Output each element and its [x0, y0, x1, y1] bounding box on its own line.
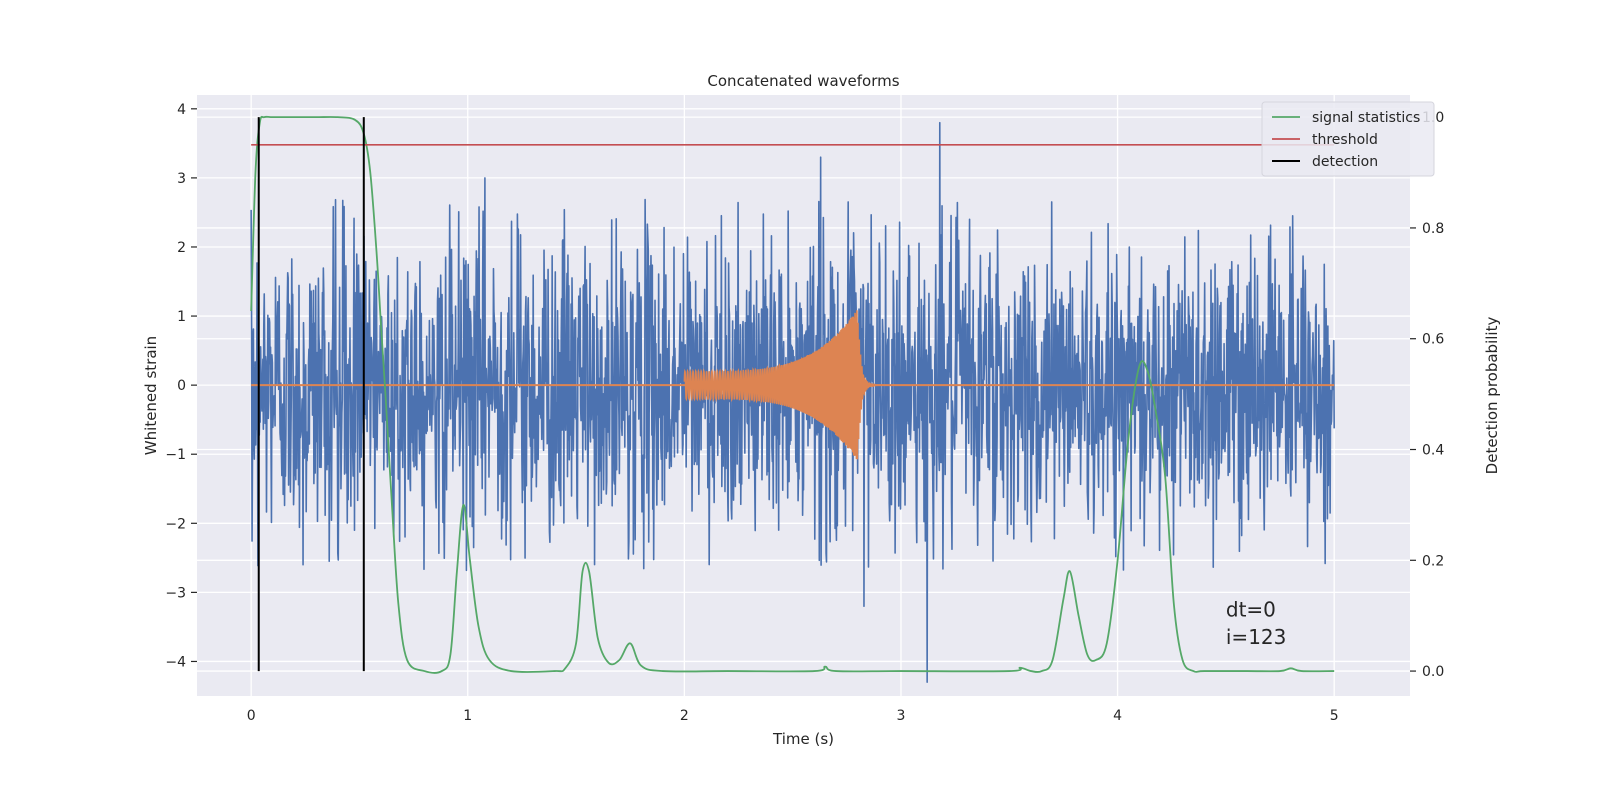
signal-statistics-series	[250, 115, 1335, 674]
y-axis-label-right: Detection probability	[1483, 317, 1501, 475]
y-left-tick-label-2: −2	[165, 516, 186, 532]
signal-statistics-line	[250, 115, 1335, 674]
annotation-1: i=123	[1226, 625, 1287, 649]
y-left-tick-label-3: −1	[165, 447, 186, 463]
x-tick-label-4: 4	[1113, 708, 1122, 724]
x-tick-label-3: 3	[897, 708, 906, 724]
legend-label-2: detection	[1312, 154, 1378, 170]
y-right-tick-label-1: 0.2	[1422, 553, 1444, 569]
detection-series	[257, 117, 365, 672]
y-right-tick-label-3: 0.6	[1422, 332, 1444, 348]
x-tick-label-0: 0	[247, 708, 256, 724]
x-tick-label-5: 5	[1330, 708, 1339, 724]
legend-box	[1261, 101, 1435, 177]
y-left-tick-label-7: 3	[177, 171, 186, 187]
x-tick-label-2: 2	[680, 708, 689, 724]
y-left-tick-label-5: 1	[177, 309, 186, 325]
legend-label-0: signal statistics	[1312, 110, 1420, 126]
y-left-tick-label-4: 0	[177, 378, 186, 394]
legend-label-1: threshold	[1312, 132, 1378, 148]
chirp-line	[683, 310, 884, 460]
y-left-tick-label-6: 2	[177, 240, 186, 256]
x-tick-label-1: 1	[463, 708, 472, 724]
chart-title: Concatenated waveforms	[707, 72, 899, 90]
y-right-tick-label-0: 0.0	[1422, 664, 1444, 680]
y-left-tick-label-0: −4	[165, 654, 186, 670]
legend: signal statistics threshold detection	[1261, 101, 1435, 177]
y-left-tick-label-8: 4	[177, 102, 186, 118]
annotations: dt=0 i=123	[1226, 598, 1287, 650]
y-right-tick-label-4: 0.8	[1422, 221, 1444, 237]
chirp-series	[251, 310, 1335, 460]
y-left-tick-label-1: −3	[165, 585, 186, 601]
annotation-0: dt=0	[1226, 598, 1276, 622]
x-axis-label: Time (s)	[772, 730, 834, 748]
y-right-tick-label-2: 0.4	[1422, 443, 1444, 459]
y-axis-label-left: Whitened strain	[142, 336, 160, 455]
